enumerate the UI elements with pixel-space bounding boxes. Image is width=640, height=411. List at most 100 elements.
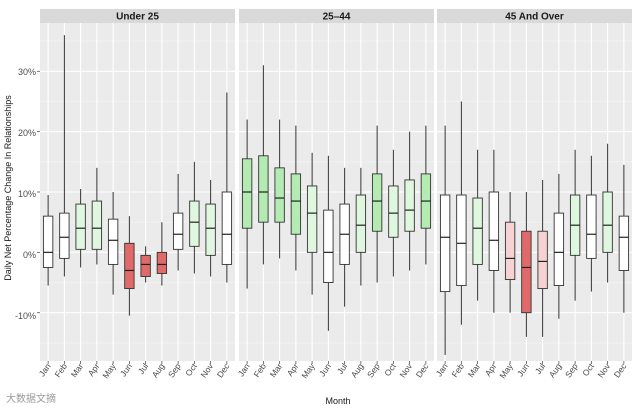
box-iqr	[91, 200, 103, 250]
boxplot-jul	[537, 179, 548, 337]
box-iqr	[241, 158, 253, 229]
boxplot-mar	[472, 149, 483, 301]
x-tick-label: Dec	[612, 361, 629, 380]
box-iqr	[306, 185, 318, 253]
y-tick-label: -10%	[15, 311, 36, 321]
boxplot-aug	[156, 222, 168, 286]
x-tick-label: Sep	[563, 361, 580, 379]
boxplot-sep	[172, 173, 184, 271]
boxplot-jan	[42, 195, 54, 286]
x-tick-label: May	[497, 361, 515, 381]
x-tick-label: Dec	[414, 361, 431, 380]
facet-strip	[40, 9, 235, 23]
boxplot-jun	[124, 216, 135, 316]
x-tick-label: Apr	[483, 361, 499, 378]
box-iqr	[42, 215, 54, 268]
x-tick-label: Mar	[69, 361, 86, 379]
boxplot-apr	[488, 149, 500, 313]
box-iqr	[221, 191, 233, 265]
x-tick-label: Jun	[515, 361, 531, 378]
box-iqr	[371, 173, 383, 232]
x-tick-label: Apr	[86, 361, 102, 378]
box-iqr	[290, 173, 302, 235]
boxplot-oct	[388, 149, 399, 277]
x-tick-label: Jul	[335, 361, 349, 376]
facet-strip-label: 25–44	[323, 12, 351, 23]
box-iqr	[140, 254, 151, 277]
x-tick-label: Dec	[215, 361, 232, 380]
x-tick-label: Feb	[52, 361, 69, 379]
box-iqr	[156, 251, 168, 274]
facet-strip-label: 45 And Over	[505, 12, 564, 23]
boxplot-apr	[91, 167, 103, 265]
box-iqr	[618, 215, 630, 271]
boxplot-sep	[569, 149, 581, 301]
boxplot-aug	[553, 173, 565, 319]
boxplot-dec	[420, 125, 432, 265]
box-iqr	[404, 179, 415, 232]
box-iqr	[521, 230, 532, 314]
box-iqr	[172, 212, 184, 250]
boxplot-jul	[339, 167, 350, 307]
x-tick-label: May	[100, 361, 118, 381]
box-iqr	[323, 209, 334, 283]
boxplot-jan	[241, 119, 253, 289]
boxplot-feb	[258, 65, 269, 265]
boxplot-nov	[205, 179, 216, 277]
box-iqr	[504, 221, 516, 280]
boxplot-feb	[456, 101, 467, 325]
box-iqr	[205, 203, 216, 256]
box-iqr	[274, 167, 285, 223]
y-tick-label: 20%	[18, 128, 36, 138]
x-tick-label: Mar	[466, 361, 483, 379]
x-tick-label: Aug	[547, 361, 564, 379]
facet-strip	[437, 9, 632, 23]
x-tick-label: Jan	[37, 361, 53, 378]
y-tick-label: 30%	[18, 67, 36, 77]
box-iqr	[75, 203, 86, 250]
boxplot-jun	[521, 192, 532, 337]
box-iqr	[537, 230, 548, 290]
box-iqr	[602, 191, 613, 253]
y-tick-label: 10%	[18, 189, 36, 199]
boxplot-may	[504, 192, 516, 313]
boxplot-dec	[221, 92, 233, 283]
boxplot-nov	[602, 143, 613, 283]
x-tick-label: Sep	[365, 361, 382, 379]
box-iqr	[439, 194, 451, 293]
boxplot-nov	[404, 131, 415, 271]
boxplot-jan	[439, 125, 451, 355]
boxplot-may	[306, 152, 318, 295]
x-tick-label: Aug	[150, 361, 167, 379]
box-iqr	[586, 194, 597, 259]
boxplot-oct	[586, 155, 597, 292]
x-tick-label: Nov	[595, 361, 612, 380]
boxplot-mar	[75, 188, 86, 268]
x-tick-label: Nov	[397, 361, 414, 380]
boxplot-may	[107, 192, 119, 295]
x-axis-title: Month	[325, 396, 350, 406]
x-tick-label: Nov	[198, 361, 215, 380]
x-tick-label: Jul	[136, 361, 150, 376]
y-axis-title: Daily Net Percentage Change In Relations…	[3, 95, 13, 281]
box-iqr	[124, 242, 135, 290]
x-tick-label: Oct	[183, 361, 199, 378]
x-tick-label: Sep	[166, 361, 183, 379]
box-iqr	[107, 218, 119, 265]
x-tick-label: Feb	[449, 361, 466, 379]
boxplot-aug	[355, 167, 367, 286]
x-tick-label: Jan	[434, 361, 450, 378]
boxplot-jun	[323, 155, 334, 331]
x-tick-label: Jan	[236, 361, 252, 378]
box-iqr	[553, 212, 565, 287]
box-iqr	[258, 155, 269, 223]
box-iqr	[59, 212, 70, 259]
facet-strip	[239, 9, 434, 23]
x-tick-label: May	[299, 361, 317, 381]
watermark-text: 大数据文摘	[6, 394, 56, 405]
